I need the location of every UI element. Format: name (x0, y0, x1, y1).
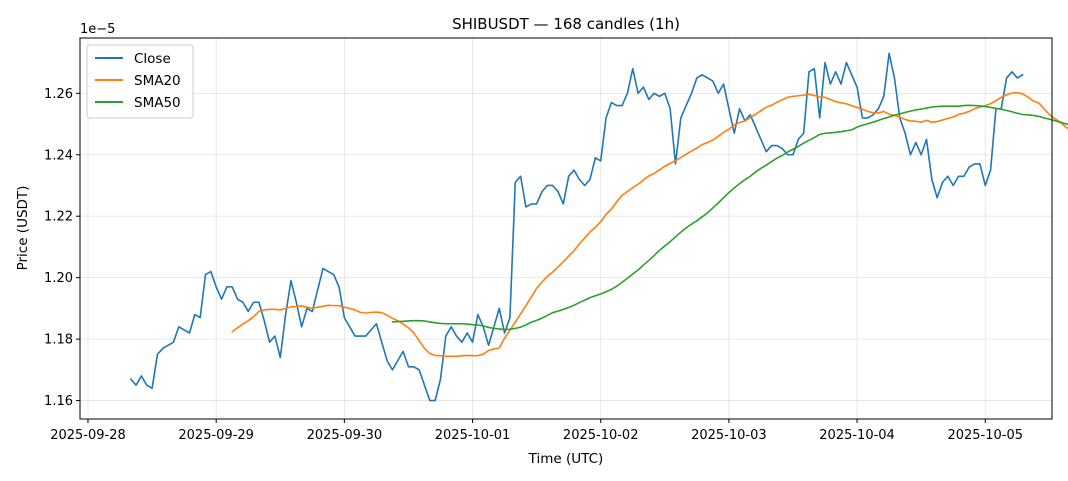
y-tick-label: 1.24 (44, 148, 73, 163)
legend-label-sma50: SMA50 (134, 95, 181, 111)
legend-label-sma20: SMA20 (134, 73, 181, 89)
x-tick-label: 2025-10-02 (563, 428, 639, 443)
series-line-sma20 (231, 91, 1068, 358)
series-layer (129, 52, 1068, 402)
legend-box (86, 44, 194, 119)
y-tick-label: 1.20 (44, 271, 73, 286)
series-line-sma50 (391, 104, 1068, 331)
x-axis-label: Time (UTC) (528, 451, 604, 467)
tick-layer: 2025-09-28 2025-09-29 2025-09-30 2025-10-01… (44, 87, 1023, 443)
y-tick-label: 1.18 (44, 333, 73, 348)
x-tick-label: 2025-09-30 (307, 428, 383, 443)
y-tick-label: 1.16 (44, 394, 73, 409)
y-tick-label: 1.22 (44, 210, 73, 225)
grid-layer (80, 38, 1052, 419)
legend-label-close: Close (134, 51, 171, 67)
series-line-close (129, 52, 1024, 402)
y-tick-label: 1.26 (44, 87, 73, 102)
chart-title: SHIBUSDT — 168 candles (1h) (452, 15, 680, 33)
y-multiplier-label: 1e−5 (80, 22, 115, 37)
plot-frame (79, 37, 1053, 420)
x-tick-label: 2025-09-29 (178, 428, 254, 443)
x-tick-label: 2025-10-01 (435, 428, 511, 443)
x-tick-label: 2025-10-05 (947, 428, 1023, 443)
legend: Close SMA20 SMA50 (86, 44, 194, 119)
y-axis-label: Price (USDT) (15, 186, 31, 271)
x-tick-label: 2025-09-28 (50, 428, 126, 443)
x-tick-label: 2025-10-03 (691, 428, 767, 443)
x-tick-label: 2025-10-04 (819, 428, 895, 443)
